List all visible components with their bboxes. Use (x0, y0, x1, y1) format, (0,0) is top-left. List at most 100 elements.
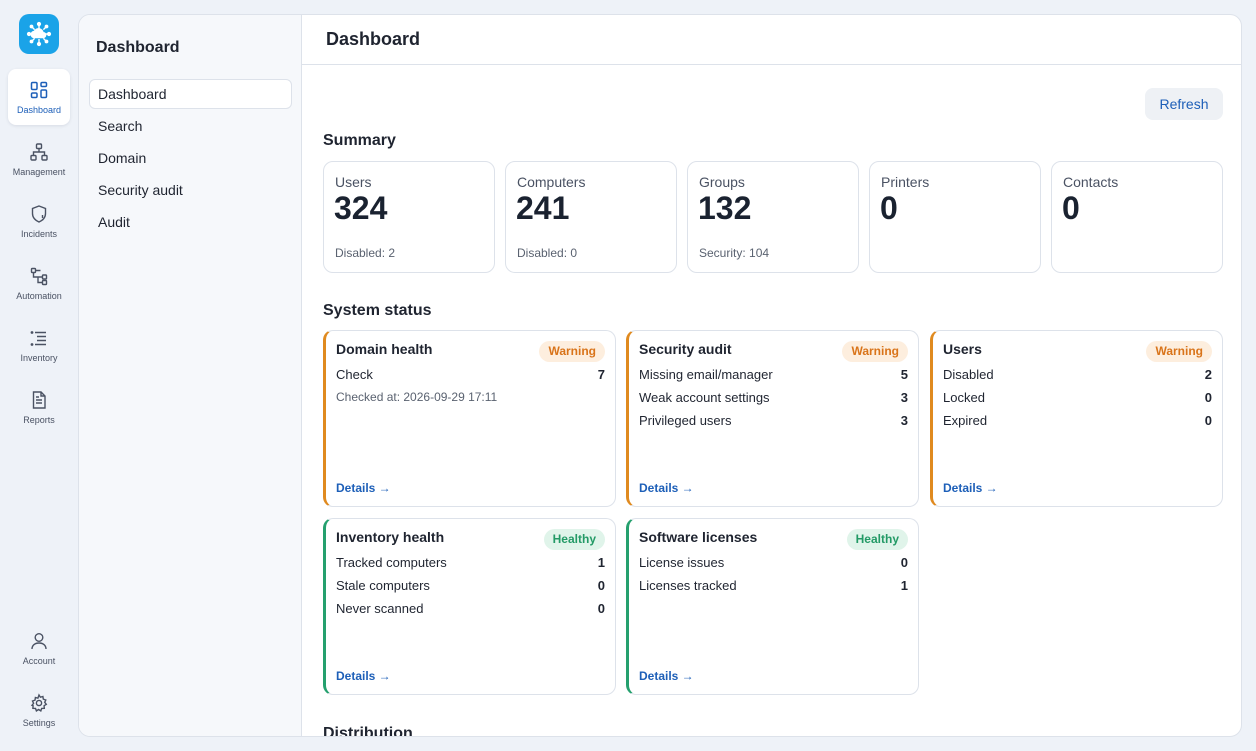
stat-value: 324 (334, 190, 388, 226)
stat-label: Groups (699, 174, 745, 190)
main-content: Dashboard Refresh Summary Users 324 Disa… (302, 15, 1241, 737)
stat-card-printers[interactable]: Printers 0 (869, 161, 1041, 273)
row-value: 5 (900, 367, 908, 382)
summary-heading: Summary (323, 132, 396, 149)
stat-label: Contacts (1063, 174, 1119, 190)
rail-label: Inventory (20, 353, 58, 363)
status-badge: Healthy (846, 529, 908, 550)
rail-label: Management (12, 167, 66, 177)
stat-sub: Security: 104 (699, 246, 770, 260)
hierarchy-icon (28, 141, 50, 163)
row-value: 0 (597, 578, 605, 593)
subnav-item-dashboard[interactable]: Dashboard (89, 79, 292, 109)
row-label: Never scanned (336, 601, 424, 616)
card-row: Missing email/manager 5 (639, 367, 908, 390)
subnav-item-security-audit[interactable]: Security audit (98, 182, 183, 198)
page-title: Dashboard (326, 29, 421, 49)
status-badge: Healthy (543, 529, 605, 550)
card-row: Disabled 2 (943, 367, 1212, 390)
rail-item-management[interactable]: Management (8, 131, 70, 187)
card-rows: License issues 0 Licenses tracked 1 (639, 555, 908, 601)
row-label: Privileged users (639, 413, 732, 428)
row-label: Missing email/manager (639, 367, 773, 382)
rail-item-reports[interactable]: Reports (8, 379, 70, 435)
gear-icon (28, 692, 50, 714)
rail-label: Settings (22, 718, 56, 728)
row-label: License issues (639, 555, 725, 570)
shield-alert-icon (28, 203, 50, 225)
row-value: 1 (900, 578, 908, 593)
refresh-button[interactable]: Refresh (1145, 88, 1223, 120)
rail-item-incidents[interactable]: Incidents (8, 193, 70, 249)
dashboard-icon (28, 79, 50, 101)
details-link[interactable]: Details → (639, 481, 694, 495)
row-value: 7 (597, 367, 605, 382)
list-icon (28, 327, 50, 349)
stat-sub: Disabled: 0 (517, 246, 578, 260)
stat-value: 241 (516, 190, 570, 226)
rail-label: Incidents (20, 229, 58, 239)
row-label: Locked (943, 390, 985, 405)
row-value: 3 (900, 390, 908, 405)
system-status-heading: System status (323, 302, 432, 319)
details-link[interactable]: Details → (639, 669, 694, 683)
status-card-users: Users Warning Disabled 2 Locked 0 Expire… (930, 330, 1223, 507)
details-link[interactable]: Details → (943, 481, 998, 495)
row-value: 1 (597, 555, 605, 570)
stat-card-computers[interactable]: Computers 241 Disabled: 0 (505, 161, 677, 273)
rail-item-automation[interactable]: Automation (8, 255, 70, 311)
row-value: 0 (597, 601, 605, 616)
stat-card-groups[interactable]: Groups 132 Security: 104 (687, 161, 859, 273)
document-icon (28, 389, 50, 411)
rail-label: Dashboard (16, 105, 62, 115)
row-label: Expired (943, 413, 988, 428)
stat-card-users[interactable]: Users 324 Disabled: 2 (323, 161, 495, 273)
subnav-title: Dashboard (96, 39, 180, 56)
status-card-software-licenses: Software licenses Healthy License issues… (626, 518, 919, 695)
distribution-heading: Distribution (323, 725, 413, 737)
rail-item-account[interactable]: Account (8, 620, 70, 676)
user-icon (28, 630, 50, 652)
row-value: 0 (900, 555, 908, 570)
card-rows: Tracked computers 1 Stale computers 0 Ne… (336, 555, 605, 624)
card-row: Weak account settings 3 (639, 390, 908, 413)
row-label: Check (336, 367, 373, 382)
rail-label: Reports (23, 415, 55, 425)
row-label: Licenses tracked (639, 578, 737, 593)
card-title: Domain health (336, 341, 433, 357)
card-row: Never scanned 0 (336, 601, 605, 624)
card-row: Licenses tracked 1 (639, 578, 908, 601)
card-row: Privileged users 3 (639, 413, 908, 436)
status-badge: Warning (842, 341, 908, 362)
status-card-domain-health: Domain health Warning Check 7 Checked at… (323, 330, 616, 507)
app-logo[interactable] (19, 14, 59, 54)
rail-item-inventory[interactable]: Inventory (8, 317, 70, 373)
app-frame: Dashboard Dashboard Search Domain Securi… (78, 14, 1242, 737)
status-card-inventory-health: Inventory health Healthy Tracked compute… (323, 518, 616, 695)
card-row: Expired 0 (943, 413, 1212, 436)
row-value: 2 (1204, 367, 1212, 382)
workflow-icon (28, 265, 50, 287)
stat-card-contacts[interactable]: Contacts 0 (1051, 161, 1223, 273)
checked-at-note: Checked at: 2026-09-29 17:11 (336, 390, 605, 413)
details-link[interactable]: Details → (336, 481, 391, 495)
row-label: Tracked computers (336, 555, 447, 570)
stat-label: Printers (881, 174, 930, 190)
subnav-item-search[interactable]: Search (98, 118, 143, 134)
subnav-item-audit[interactable]: Audit (98, 214, 130, 230)
subnav-panel: Dashboard Dashboard Search Domain Securi… (79, 15, 302, 736)
stat-value: 0 (1062, 190, 1080, 226)
stat-value: 0 (880, 190, 898, 226)
card-rows: Check 7 Checked at: 2026-09-29 17:11 (336, 367, 605, 413)
details-link[interactable]: Details → (336, 669, 391, 683)
rail-item-dashboard[interactable]: Dashboard (8, 69, 70, 125)
card-row: Stale computers 0 (336, 578, 605, 601)
rail-item-settings[interactable]: Settings (8, 682, 70, 738)
card-row: Check 7 (336, 367, 605, 390)
cloud-network-icon (26, 21, 52, 47)
card-rows: Disabled 2 Locked 0 Expired 0 (943, 367, 1212, 436)
subnav-item-domain[interactable]: Domain (98, 150, 147, 166)
stat-label: Users (335, 174, 372, 190)
stat-value: 132 (698, 190, 752, 226)
status-badge: Warning (539, 341, 605, 362)
